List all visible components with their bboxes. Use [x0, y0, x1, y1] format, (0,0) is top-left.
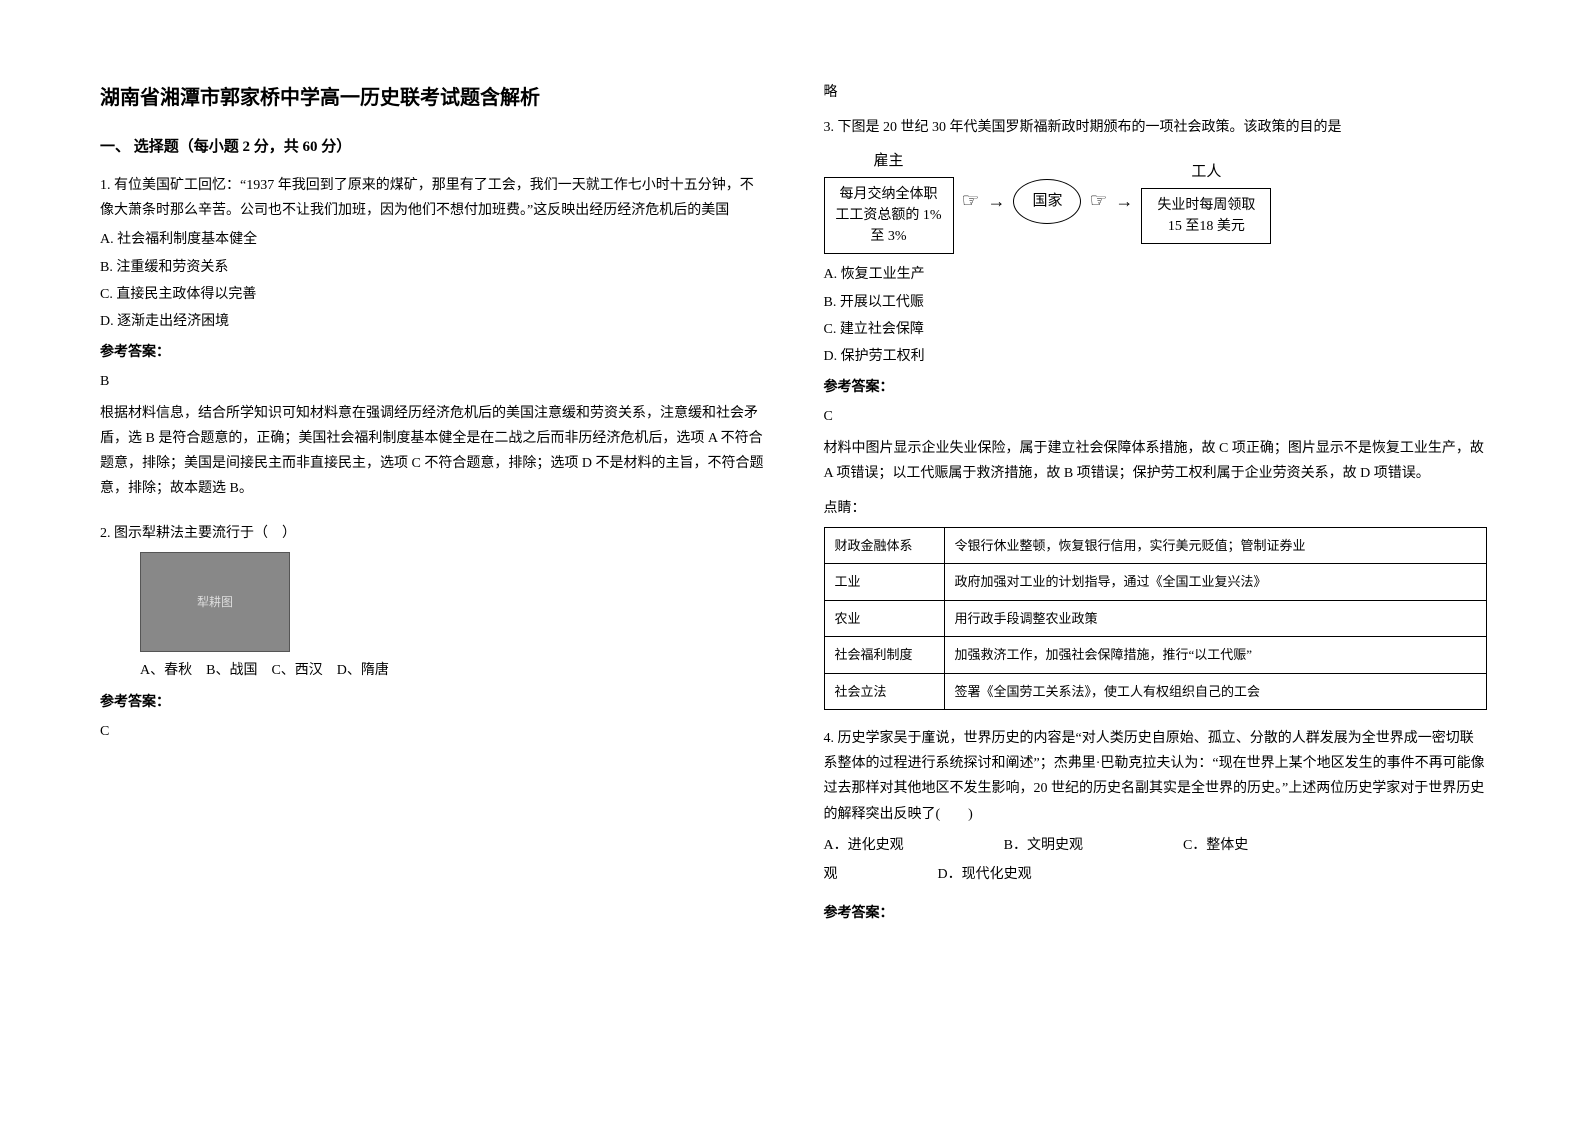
q1-option-b: B. 注重缓和劳资关系 — [100, 255, 764, 280]
table-row: 农业 用行政手段调整农业政策 — [824, 600, 1487, 636]
q2-answer-label: 参考答案： — [100, 690, 764, 715]
q1-option-c: C. 直接民主政体得以完善 — [100, 282, 764, 307]
q3-option-c: C. 建立社会保障 — [824, 317, 1488, 342]
question-3: 3. 下图是 20 世纪 30 年代美国罗斯福新政时期颁布的一项社会政策。该政策… — [824, 115, 1488, 716]
q3-answer: C — [824, 404, 1488, 429]
q1-option-d: D. 逐渐走出经济困境 — [100, 309, 764, 334]
arrow-right: → — [1115, 192, 1133, 210]
q3-option-a: A. 恢复工业生产 — [824, 262, 1488, 287]
table-cell: 加强救济工作，加强社会保障措施，推行“以工代赈” — [944, 637, 1487, 673]
q4-option-c: C．整体史 — [1183, 833, 1248, 858]
question-4: 4. 历史学家吴于廑说，世界历史的内容是“对人类历史自原始、孤立、分散的人群发展… — [824, 726, 1488, 930]
diagram-worker: 工人 失业时每周领取 15 至18 美元 — [1141, 159, 1271, 244]
hand-icon-right: ☞ — [1089, 191, 1107, 211]
q3-text: 3. 下图是 20 世纪 30 年代美国罗斯福新政时期颁布的一项社会政策。该政策… — [824, 115, 1488, 140]
hand-icon-left: ☞ — [962, 191, 980, 211]
q1-option-a: A. 社会福利制度基本健全 — [100, 227, 764, 252]
table-cell: 令银行休业整顿，恢复银行信用，实行美元贬值；管制证券业 — [944, 528, 1487, 564]
state-oval: 国家 — [1013, 179, 1081, 224]
worker-box: 失业时每周领取 15 至18 美元 — [1141, 188, 1271, 244]
q2-text: 2. 图示犁耕法主要流行于（ ） — [100, 521, 764, 546]
table-row: 财政金融体系 令银行休业整顿，恢复银行信用，实行美元贬值；管制证券业 — [824, 528, 1487, 564]
q1-answer-label: 参考答案： — [100, 340, 764, 365]
right-column: 略 3. 下图是 20 世纪 30 年代美国罗斯福新政时期颁布的一项社会政策。该… — [824, 80, 1488, 1082]
table-cell: 工业 — [824, 564, 944, 600]
q1-text: 1. 有位美国矿工回忆：“1937 年我回到了原来的煤矿，那里有了工会，我们一天… — [100, 173, 764, 223]
table-row: 工业 政府加强对工业的计划指导，通过《全国工业复兴法》 — [824, 564, 1487, 600]
table-cell: 财政金融体系 — [824, 528, 944, 564]
table-cell: 用行政手段调整农业政策 — [944, 600, 1487, 636]
q3-dianjing: 点睛： — [824, 496, 1488, 521]
table-cell: 政府加强对工业的计划指导，通过《全国工业复兴法》 — [944, 564, 1487, 600]
table-row: 社会福利制度 加强救济工作，加强社会保障措施，推行“以工代赈” — [824, 637, 1487, 673]
question-2: 2. 图示犁耕法主要流行于（ ） 犁耕图 A、春秋 B、战国 C、西汉 D、隋唐… — [100, 521, 764, 750]
q4-option-a: A．进化史观 — [824, 833, 904, 858]
lue-text: 略 — [824, 80, 1488, 105]
section-heading: 一、 选择题（每小题 2 分，共 60 分） — [100, 134, 764, 161]
q4-option-c-cont: 观 — [824, 862, 838, 887]
q2-figure-alt: 犁耕图 — [197, 592, 233, 614]
policy-table: 财政金融体系 令银行休业整顿，恢复银行信用，实行美元贬值；管制证券业 工业 政府… — [824, 527, 1488, 710]
q3-option-d: D. 保护劳工权利 — [824, 344, 1488, 369]
worker-label: 工人 — [1191, 159, 1221, 186]
document-title: 湖南省湘潭市郭家桥中学高一历史联考试题含解析 — [100, 80, 764, 116]
q1-explanation: 根据材料信息，结合所学知识可知材料意在强调经历经济危机后的美国注意缓和劳资关系，… — [100, 401, 764, 502]
q4-option-b: B．文明史观 — [1004, 833, 1083, 858]
q4-option-row-1: A．进化史观 B．文明史观 C．整体史 — [824, 833, 1488, 858]
q2-options: A、春秋 B、战国 C、西汉 D、隋唐 — [140, 658, 764, 683]
q3-answer-label: 参考答案： — [824, 375, 1488, 400]
table-cell: 农业 — [824, 600, 944, 636]
q4-text: 4. 历史学家吴于廑说，世界历史的内容是“对人类历史自原始、孤立、分散的人群发展… — [824, 726, 1488, 827]
q3-option-b: B. 开展以工代赈 — [824, 290, 1488, 315]
q4-option-d: D．现代化史观 — [938, 862, 1032, 887]
table-cell: 社会立法 — [824, 673, 944, 709]
policy-table-body: 财政金融体系 令银行休业整顿，恢复银行信用，实行美元贬值；管制证券业 工业 政府… — [824, 528, 1487, 710]
table-row: 社会立法 签署《全国劳工关系法》，使工人有权组织自己的工会 — [824, 673, 1487, 709]
diagram-employer: 雇主 每月交纳全体职工工资总额的 1%至 3% — [824, 148, 954, 254]
table-cell: 签署《全国劳工关系法》，使工人有权组织自己的工会 — [944, 673, 1487, 709]
q2-answer: C — [100, 719, 764, 744]
q1-answer: B — [100, 369, 764, 394]
table-cell: 社会福利制度 — [824, 637, 944, 673]
left-column: 湖南省湘潭市郭家桥中学高一历史联考试题含解析 一、 选择题（每小题 2 分，共 … — [100, 80, 764, 1082]
q4-answer-label: 参考答案： — [824, 901, 1488, 926]
question-1: 1. 有位美国矿工回忆：“1937 年我回到了原来的煤矿，那里有了工会，我们一天… — [100, 173, 764, 511]
q3-diagram: 雇主 每月交纳全体职工工资总额的 1%至 3% ☞ → 国家 ☞ → 工人 失业… — [824, 148, 1488, 254]
employer-box: 每月交纳全体职工工资总额的 1%至 3% — [824, 177, 954, 254]
q2-figure: 犁耕图 — [140, 552, 290, 652]
employer-label: 雇主 — [873, 148, 903, 175]
arrow-left: → — [987, 192, 1005, 210]
q4-options: A．进化史观 B．文明史观 C．整体史 观 D．现代化史观 — [824, 833, 1488, 887]
q3-explanation: 材料中图片显示企业失业保险，属于建立社会保障体系措施，故 C 项正确；图片显示不… — [824, 436, 1488, 486]
q4-option-row-2: 观 D．现代化史观 — [824, 862, 1488, 887]
